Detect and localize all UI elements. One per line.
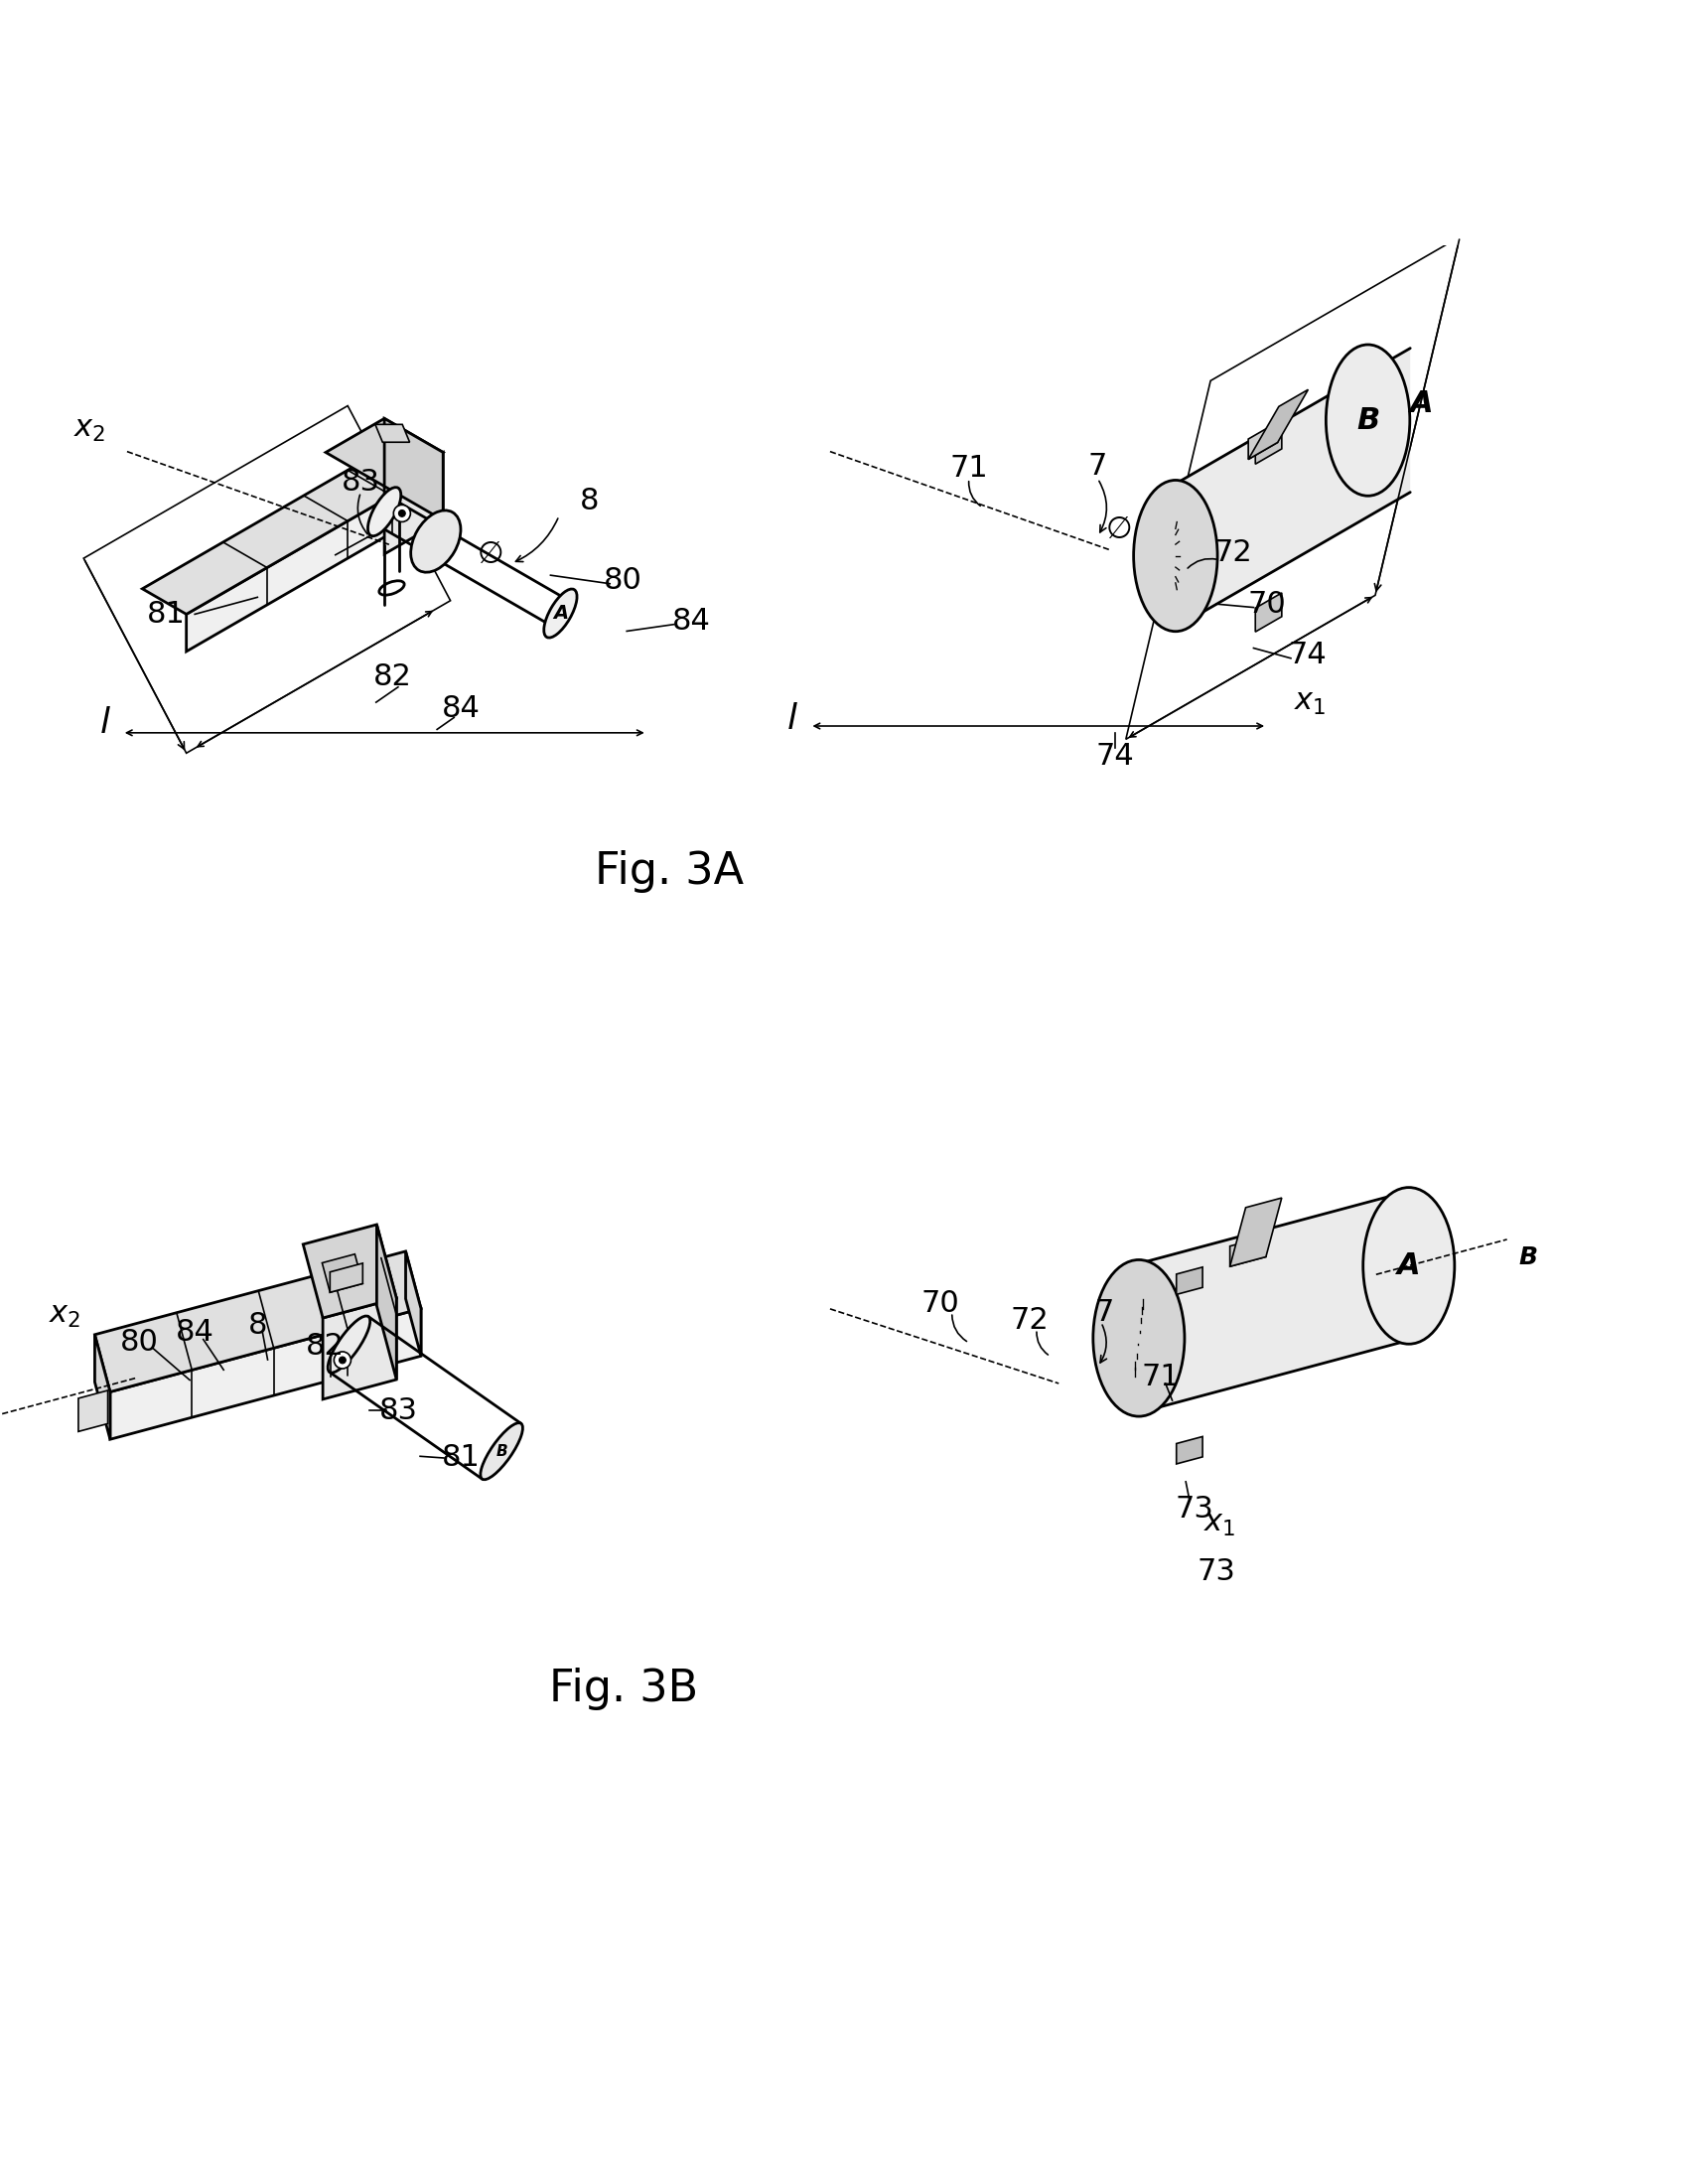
Text: 80: 80: [120, 1328, 157, 1356]
Ellipse shape: [1133, 480, 1217, 631]
Text: $x_2$: $x_2$: [74, 415, 105, 443]
Polygon shape: [330, 1262, 362, 1293]
Text: Fig. 3B: Fig. 3B: [549, 1666, 698, 1710]
Polygon shape: [78, 1391, 108, 1431]
Text: 81: 81: [442, 1444, 479, 1472]
Text: $\varnothing$: $\varnothing$: [476, 539, 503, 570]
Text: $\varnothing$: $\varnothing$: [1104, 515, 1131, 544]
Text: 7: 7: [1087, 452, 1107, 480]
Text: 82: 82: [374, 662, 411, 692]
Text: B: B: [1356, 406, 1378, 435]
Polygon shape: [95, 1251, 422, 1391]
Text: 72: 72: [1214, 539, 1251, 568]
Ellipse shape: [339, 1356, 345, 1363]
Polygon shape: [95, 1334, 110, 1439]
Polygon shape: [376, 1225, 396, 1380]
Text: $x_1$: $x_1$: [1202, 1509, 1236, 1538]
Polygon shape: [384, 419, 444, 520]
Text: B: B: [496, 1444, 508, 1459]
Ellipse shape: [328, 1317, 369, 1374]
Text: 70: 70: [1248, 590, 1285, 618]
Polygon shape: [1255, 592, 1282, 631]
Ellipse shape: [1326, 345, 1409, 496]
Text: 82: 82: [306, 1332, 344, 1361]
Polygon shape: [376, 424, 410, 441]
Text: 8: 8: [579, 487, 599, 515]
Text: A: A: [1410, 389, 1432, 417]
Text: $x_1$: $x_1$: [1292, 688, 1326, 716]
Polygon shape: [1138, 1190, 1409, 1413]
Polygon shape: [1248, 389, 1307, 459]
Text: 74: 74: [1288, 640, 1326, 668]
Text: 84: 84: [672, 607, 709, 636]
Ellipse shape: [398, 511, 405, 518]
Text: A: A: [552, 605, 567, 622]
Text: Fig. 3A: Fig. 3A: [594, 850, 743, 893]
Text: 71: 71: [1141, 1363, 1178, 1391]
Text: 74: 74: [1095, 743, 1133, 771]
Ellipse shape: [1363, 1188, 1454, 1343]
Text: 8: 8: [247, 1310, 267, 1341]
Polygon shape: [405, 1251, 422, 1356]
Text: 83: 83: [342, 467, 379, 496]
Text: 7: 7: [1094, 1297, 1114, 1326]
Ellipse shape: [543, 590, 577, 638]
Polygon shape: [1255, 426, 1282, 463]
Text: 80: 80: [604, 566, 642, 594]
Text: 84: 84: [176, 1319, 213, 1348]
Ellipse shape: [410, 511, 460, 572]
Polygon shape: [325, 419, 444, 487]
Polygon shape: [323, 1297, 396, 1400]
Text: 73: 73: [1175, 1494, 1212, 1522]
Text: 81: 81: [147, 601, 185, 629]
Text: 70: 70: [921, 1289, 958, 1319]
Text: $l$: $l$: [787, 703, 797, 736]
Text: 71: 71: [950, 454, 987, 483]
Polygon shape: [322, 1254, 362, 1293]
Polygon shape: [1175, 347, 1409, 627]
Text: 84: 84: [442, 695, 479, 723]
Polygon shape: [1175, 1437, 1202, 1463]
Text: 73: 73: [1197, 1557, 1234, 1586]
Polygon shape: [142, 450, 428, 614]
Polygon shape: [110, 1308, 422, 1439]
Text: $x_2$: $x_2$: [49, 1302, 80, 1330]
Polygon shape: [303, 1225, 396, 1317]
Text: A: A: [1397, 1251, 1420, 1280]
Text: 83: 83: [379, 1396, 416, 1424]
Text: $l$: $l$: [100, 705, 110, 740]
Ellipse shape: [334, 1352, 350, 1369]
Polygon shape: [1248, 422, 1277, 459]
Polygon shape: [1229, 1236, 1265, 1267]
Text: B: B: [1519, 1245, 1537, 1269]
Ellipse shape: [367, 487, 401, 535]
Polygon shape: [186, 474, 428, 651]
Text: 72: 72: [1011, 1306, 1048, 1334]
Polygon shape: [1175, 1267, 1202, 1295]
Ellipse shape: [1092, 1260, 1183, 1417]
Polygon shape: [384, 452, 444, 555]
Ellipse shape: [393, 505, 410, 522]
Polygon shape: [1229, 1197, 1282, 1267]
Ellipse shape: [481, 1422, 523, 1479]
